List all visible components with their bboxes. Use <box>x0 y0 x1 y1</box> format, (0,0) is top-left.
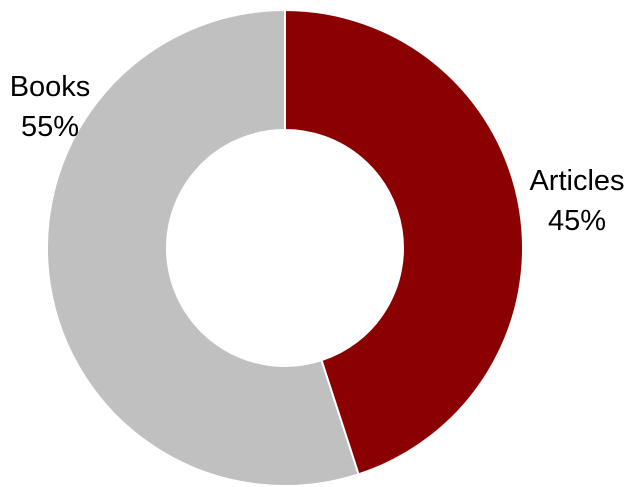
donut-slice-books <box>46 8 360 487</box>
slice-label-articles-percent: 45% <box>548 205 606 237</box>
slice-label-books-name: Books <box>10 71 91 103</box>
donut-slices <box>46 8 524 487</box>
slice-label-books-percent: 55% <box>21 111 79 143</box>
slice-labels: Articles 45% Books 55% <box>10 71 625 237</box>
donut-slice-articles <box>284 8 524 476</box>
slice-label-articles-name: Articles <box>529 165 624 197</box>
